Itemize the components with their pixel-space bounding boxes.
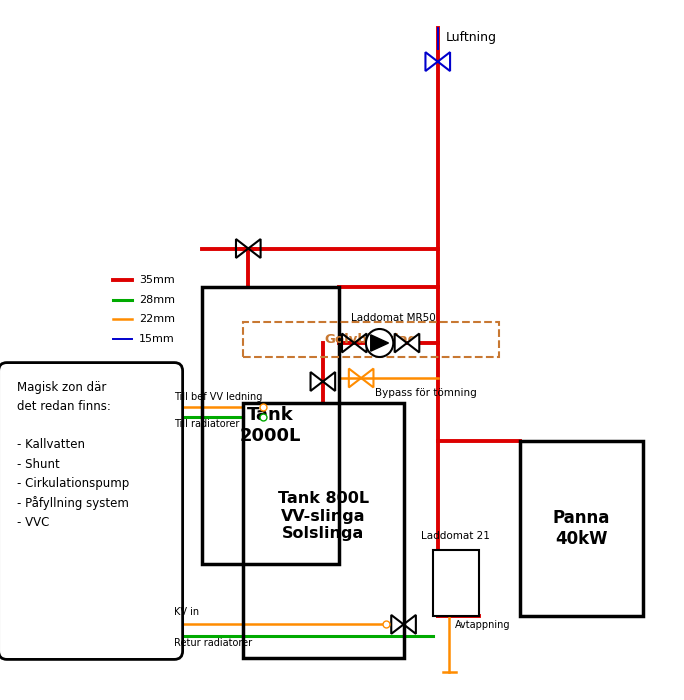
Text: 22mm: 22mm [139,314,175,324]
Text: 15mm: 15mm [139,334,174,344]
Bar [433,550,479,616]
Text: Tank 800L
VV-slinga
Solslinga: Tank 800L VV-slinga Solslinga [278,491,369,541]
Text: Panna
40kW: Panna 40kW [553,509,610,548]
Bar [202,287,339,564]
Circle shape [366,329,393,357]
Text: Magisk zon där
det redan finns:

- Kallvatten
- Shunt
- Cirkulationspump
- Påfyl: Magisk zon där det redan finns: - Kallva… [17,382,129,529]
Text: Tank
2000L: Tank 2000L [239,406,301,445]
Text: Laddomat MR50: Laddomat MR50 [351,314,436,323]
Bar [243,402,404,658]
FancyBboxPatch shape [0,363,183,659]
Text: Luftning: Luftning [446,32,497,45]
Polygon shape [371,335,389,351]
Text: Golvbjälklag: Golvbjälklag [324,333,418,346]
Text: Till radiatorer: Till radiatorer [174,419,240,429]
Text: KV in: KV in [174,608,200,617]
Text: 28mm: 28mm [139,295,175,304]
Text: Laddomat 21: Laddomat 21 [421,531,490,541]
Text: Avtappning: Avtappning [455,620,510,629]
Polygon shape [395,334,407,353]
Text: Retur radiatorer: Retur radiatorer [174,638,252,648]
Text: 35mm: 35mm [139,275,174,285]
Text: Bypass för tömning: Bypass för tömning [375,389,477,398]
Bar [520,441,643,616]
Polygon shape [407,334,419,353]
Text: Till bef VV ledning: Till bef VV ledning [174,392,263,402]
Bar [243,322,499,357]
